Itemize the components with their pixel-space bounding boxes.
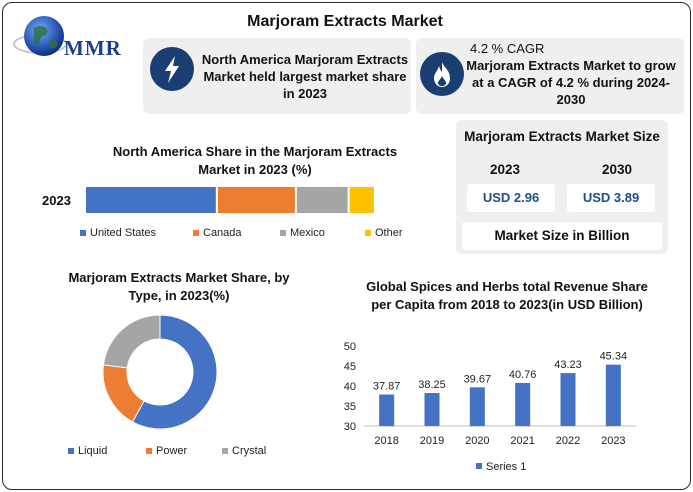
legend-label: Liquid (78, 445, 108, 457)
lightning-bolt-icon (150, 47, 194, 91)
data-label: 37.87 (373, 381, 401, 393)
data-label: 43.23 (554, 359, 582, 371)
bar-segment-united-states (86, 187, 216, 213)
x-tick-label: 2020 (465, 435, 489, 447)
page-title: Marjoram Extracts Market (247, 13, 443, 30)
legend-item-other: Other (365, 227, 403, 239)
legend-item-canada: Canada (193, 227, 242, 239)
legend-swatch (146, 448, 152, 454)
logo-text: MMR (64, 36, 122, 60)
y-tick-label: 30 (344, 421, 356, 433)
y-tick-label: 45 (344, 361, 356, 373)
market-size-title: Marjoram Extracts Market Size (464, 129, 660, 144)
legend-swatch (222, 448, 228, 454)
legend-label: Canada (203, 227, 242, 239)
legend-swatch (193, 230, 199, 236)
spices-revenue-chart-title: Global Spices and Herbs total Revenue Sh… (366, 279, 648, 312)
x-tick-label: 2021 (510, 435, 534, 447)
legend-label: Mexico (290, 227, 325, 239)
market-size-year-2030: 2030 (602, 162, 633, 177)
info-box-north-america-text: North America Marjoram Extracts Market h… (201, 52, 409, 101)
x-tick-label: 2022 (556, 435, 580, 447)
market-size-year-2023: 2023 (490, 162, 521, 177)
bar-segment-canada (217, 187, 295, 213)
legend-label-series-1: Series 1 (486, 461, 526, 473)
flame-icon (420, 52, 464, 96)
y-tick-label: 40 (344, 381, 356, 393)
legend-swatch (68, 448, 74, 454)
bar-2019 (424, 393, 440, 426)
info-box-cagr-text: Marjoram Extracts Market to grow at a CA… (466, 58, 676, 107)
bar-2023 (605, 364, 621, 426)
na-share-stacked-bar-chart: 2023 (42, 187, 374, 213)
legend-item-crystal: Crystal (222, 445, 266, 457)
market-size-footer: Market Size in Billion (462, 222, 662, 250)
legend-swatch (80, 230, 86, 236)
data-label: 45.34 (600, 351, 628, 363)
legend-item-mexico: Mexico (280, 227, 325, 239)
market-size-value-2030: USD 3.89 (567, 184, 655, 212)
logo-globe-icon (13, 16, 67, 56)
x-tick-label: 2019 (420, 435, 444, 447)
legend-label: United States (90, 227, 157, 239)
category-label: 2023 (42, 193, 71, 208)
bar-segment-other (349, 187, 374, 213)
bar-2022 (560, 373, 576, 426)
legend-swatch-series-1 (476, 463, 482, 469)
legend-item-liquid: Liquid (68, 445, 107, 457)
bar-2020 (469, 387, 485, 426)
y-tick-label: 35 (344, 401, 356, 413)
legend-swatch (280, 230, 286, 236)
donut-slice-liquid (131, 314, 218, 430)
legend-item-united-states: United States (80, 227, 156, 239)
bar-segment-mexico (296, 187, 348, 213)
type-share-donut-chart (102, 314, 218, 430)
data-label: 39.67 (464, 373, 492, 385)
na-share-chart-title: North America Share in the Marjoram Extr… (112, 144, 398, 177)
bar-2021 (515, 382, 531, 426)
market-size-value-2023: USD 2.96 (467, 184, 555, 212)
legend-item-power: Power (146, 445, 187, 457)
spices-revenue-bar-chart: 30 35 40 45 50 37.87 2018 38.25 2019 39.67 2020 40.… (344, 341, 636, 473)
cagr-label: 4.2 % CAGR (470, 41, 545, 56)
x-tick-label: 2018 (374, 435, 398, 447)
data-label: 40.76 (509, 369, 537, 381)
donut-slice-crystal (102, 314, 161, 369)
legend-label: Power (156, 445, 188, 457)
type-share-chart-title: Marjoram Extracts Market Share, by Type,… (68, 270, 290, 303)
legend-label: Other (375, 227, 403, 239)
legend-label: Crystal (232, 445, 267, 457)
legend-swatch (365, 230, 371, 236)
data-label: 38.25 (418, 379, 446, 391)
y-tick-label: 50 (344, 341, 356, 353)
x-tick-label: 2023 (601, 435, 625, 447)
bar-2018 (379, 394, 395, 426)
